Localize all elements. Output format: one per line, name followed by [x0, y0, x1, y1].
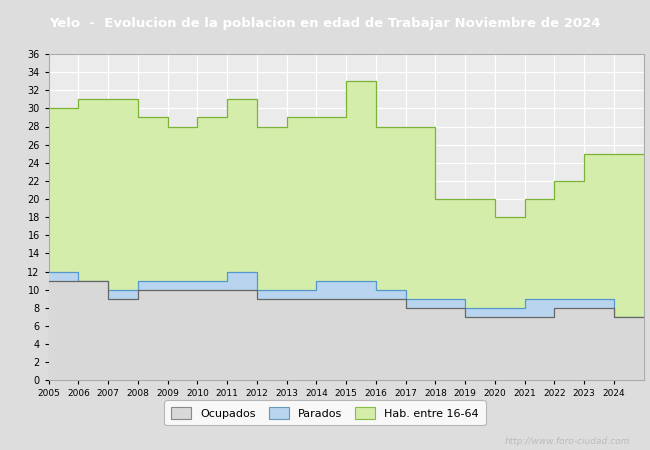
Legend: Ocupados, Parados, Hab. entre 16-64: Ocupados, Parados, Hab. entre 16-64 [164, 400, 486, 425]
Text: http://www.foro-ciudad.com: http://www.foro-ciudad.com [505, 436, 630, 446]
Text: Yelo  -  Evolucion de la poblacion en edad de Trabajar Noviembre de 2024: Yelo - Evolucion de la poblacion en edad… [49, 17, 601, 30]
